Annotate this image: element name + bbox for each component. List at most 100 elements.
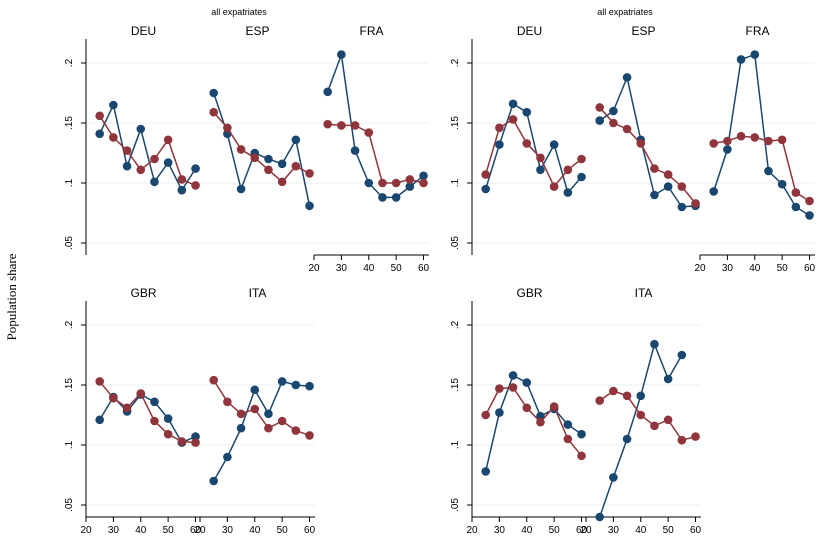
x-tick-label: 30 bbox=[608, 525, 620, 536]
y-tick-label: .2 bbox=[450, 320, 461, 329]
data-point bbox=[495, 123, 504, 133]
group-title-right: all expatriates bbox=[597, 7, 653, 17]
data-point bbox=[663, 182, 673, 191]
data-point bbox=[122, 403, 132, 413]
data-point bbox=[364, 178, 374, 188]
data-point bbox=[723, 145, 732, 154]
data-point bbox=[750, 133, 760, 142]
data-point bbox=[177, 437, 187, 446]
data-point bbox=[563, 420, 573, 429]
data-point bbox=[95, 111, 104, 121]
data-point bbox=[577, 172, 586, 182]
data-point bbox=[677, 202, 687, 212]
data-point bbox=[609, 118, 618, 128]
series-line bbox=[484, 102, 583, 195]
data-point bbox=[536, 417, 545, 427]
panel-ita: ITA 20 30 40 50 60 bbox=[194, 286, 315, 536]
data-point bbox=[209, 476, 218, 486]
data-point bbox=[791, 188, 801, 197]
data-point bbox=[481, 410, 490, 420]
data-point bbox=[691, 199, 700, 208]
panel-fra: FRA 20 30 40 50 60 bbox=[694, 24, 815, 274]
y-tick-label: .1 bbox=[64, 440, 75, 449]
series-line bbox=[99, 380, 196, 444]
series-line bbox=[99, 102, 197, 192]
data-point bbox=[622, 73, 632, 82]
data-point bbox=[677, 350, 687, 360]
data-point bbox=[805, 196, 814, 206]
x-tick-label: 60 bbox=[804, 263, 816, 274]
x-tick-label: 50 bbox=[391, 263, 403, 274]
data-point bbox=[337, 50, 346, 59]
x-tick-label: 50 bbox=[163, 525, 175, 536]
data-point bbox=[736, 55, 746, 64]
data-point bbox=[305, 381, 314, 391]
data-point bbox=[508, 371, 518, 380]
data-point bbox=[305, 431, 314, 440]
data-point bbox=[277, 177, 287, 187]
data-point bbox=[277, 159, 287, 169]
data-point bbox=[663, 415, 673, 425]
panel-gbr: GBR .05 .1 .15 .2 20 30 40 50 60 bbox=[64, 286, 202, 536]
series-line bbox=[598, 341, 683, 518]
data-point bbox=[391, 178, 401, 188]
data-point bbox=[508, 99, 518, 109]
x-tick-label: 20 bbox=[308, 263, 320, 274]
data-point bbox=[122, 161, 132, 171]
y-axis-label: Population share bbox=[4, 253, 19, 340]
data-point bbox=[291, 426, 301, 435]
panel-title: DEU bbox=[131, 24, 156, 38]
data-point bbox=[95, 377, 104, 386]
x-tick-label: 60 bbox=[190, 525, 202, 536]
y-tick-label: .2 bbox=[64, 320, 75, 329]
panel-title: FRA bbox=[360, 24, 384, 38]
data-point bbox=[305, 169, 314, 178]
data-point bbox=[609, 473, 618, 482]
x-tick-label: 40 bbox=[521, 525, 533, 536]
data-point bbox=[277, 416, 287, 426]
data-point bbox=[636, 391, 646, 401]
data-point bbox=[495, 384, 504, 393]
data-point bbox=[291, 380, 301, 390]
panel-fra: FRA 20 30 40 50 60 bbox=[308, 24, 429, 274]
y-tick-label: .05 bbox=[450, 236, 461, 250]
data-point bbox=[337, 121, 346, 130]
data-point bbox=[163, 135, 173, 145]
data-point bbox=[236, 184, 246, 194]
data-point bbox=[264, 165, 273, 175]
data-point bbox=[549, 402, 559, 411]
data-point bbox=[750, 50, 760, 59]
data-point bbox=[636, 410, 646, 420]
data-point bbox=[709, 187, 718, 196]
data-point bbox=[764, 136, 773, 146]
data-point bbox=[191, 164, 200, 173]
data-point bbox=[291, 161, 301, 171]
data-point bbox=[136, 389, 146, 398]
data-point bbox=[650, 190, 659, 200]
x-tick-label: 50 bbox=[663, 525, 675, 536]
series-line bbox=[712, 53, 810, 217]
data-point bbox=[209, 88, 218, 98]
data-point bbox=[522, 139, 532, 148]
panel-gbr: GBR .05 .1 .15 .2 20 30 40 50 60 bbox=[450, 286, 588, 536]
data-point bbox=[595, 512, 604, 522]
x-tick-label: 60 bbox=[304, 525, 316, 536]
series-line bbox=[99, 115, 196, 187]
data-point bbox=[150, 416, 159, 426]
y-tick-label: .1 bbox=[450, 440, 461, 449]
data-point bbox=[191, 438, 200, 447]
data-point bbox=[122, 146, 132, 155]
data-point bbox=[136, 124, 146, 134]
data-point bbox=[549, 140, 559, 149]
data-point bbox=[264, 154, 273, 164]
data-point bbox=[577, 429, 586, 439]
data-point bbox=[250, 385, 260, 395]
x-tick-label: 40 bbox=[249, 525, 261, 536]
x-tick-label: 50 bbox=[277, 525, 289, 536]
data-point bbox=[736, 131, 746, 141]
x-tick-label: 40 bbox=[135, 525, 147, 536]
x-tick-label: 30 bbox=[108, 525, 120, 536]
data-point bbox=[209, 107, 218, 117]
data-point bbox=[419, 171, 428, 181]
